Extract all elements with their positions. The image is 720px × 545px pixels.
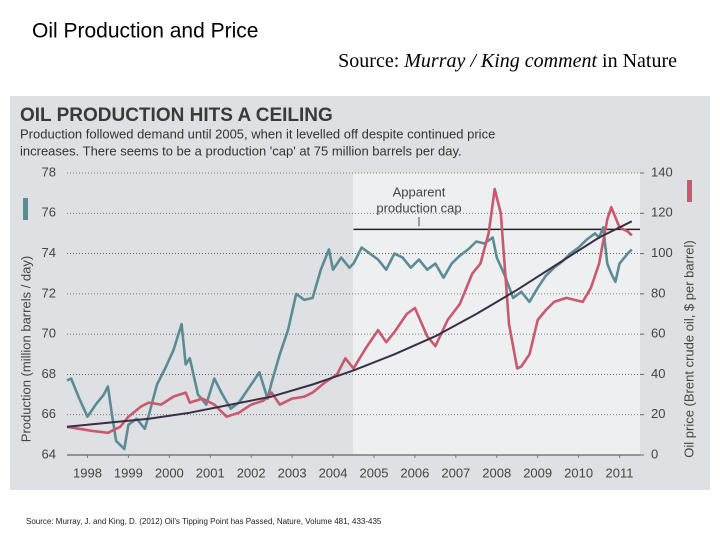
x-tick-label: 2010 <box>564 465 593 480</box>
annotation: Apparent <box>393 184 446 199</box>
x-tick-label: 2009 <box>523 465 552 480</box>
x-tick-label: 2011 <box>606 465 634 480</box>
y2-tick-label: 20 <box>651 406 665 421</box>
y-tick-label: 64 <box>42 446 56 461</box>
x-tick-label: 2000 <box>155 465 184 480</box>
y2-tick-label: 40 <box>651 366 665 381</box>
y-tick-label: 72 <box>42 285 56 300</box>
x-tick-label: 2008 <box>482 465 511 480</box>
shaded-period <box>353 173 640 455</box>
plot: 64 66 68 70 72 74 76 78 0 20 40 60 80 100 120 140 1998 19… <box>18 164 696 480</box>
source-prefix: Source: <box>338 50 404 72</box>
slide-source: Source: Murray / King comment in Nature <box>338 50 677 72</box>
y-tick-label: 74 <box>42 245 56 260</box>
y-tick-label: 68 <box>42 366 56 381</box>
y2-axis-title: Oil price (Brent crude oil, $ per barrel… <box>681 240 696 457</box>
x-tick-label: 1998 <box>73 465 102 480</box>
x-tick-label: 2006 <box>400 465 429 480</box>
series-line <box>66 187 633 435</box>
y-tick-label: 70 <box>42 326 56 341</box>
x-tick-label: 1999 <box>114 465 143 480</box>
source-suffix: in Nature <box>597 50 677 72</box>
chart-subtitle: increases. There seems to be a productio… <box>20 143 462 158</box>
x-tick-label: 2005 <box>360 465 389 480</box>
series-line <box>66 220 633 428</box>
slide-title: Oil Production and Price <box>32 20 258 43</box>
y-tick-label: 66 <box>42 406 56 421</box>
chart-subtitle: Production followed demand until 2005, w… <box>20 126 495 141</box>
y2-tick-label: 80 <box>651 285 665 300</box>
x-tick-label: 2007 <box>441 465 470 480</box>
y2-axis-key <box>687 180 692 202</box>
y-axis-key <box>23 198 28 220</box>
series-line <box>66 226 633 451</box>
y-tick-label: 76 <box>42 205 56 220</box>
y2-tick-label: 0 <box>651 446 658 461</box>
x-tick-label: 2002 <box>237 465 266 480</box>
y2-tick-label: 120 <box>651 205 673 220</box>
x-tick-label: 2001 <box>196 465 225 480</box>
y-tick-label: 78 <box>42 164 56 179</box>
y2-tick-label: 140 <box>651 164 673 179</box>
annotation: production cap <box>376 200 461 215</box>
y2-tick-label: 100 <box>651 245 673 260</box>
x-tick-label: 2003 <box>278 465 307 480</box>
source-italic: Murray / King comment <box>403 50 597 72</box>
y2-tick-label: 60 <box>651 326 665 341</box>
chart-title: OIL PRODUCTION HITS A CEILING <box>20 105 333 126</box>
footnote: Source: Murray, J. and King, D. (2012) O… <box>26 517 382 526</box>
y-axis-title: Production (million barrels / day) <box>18 256 33 442</box>
x-tick-label: 2004 <box>319 465 348 480</box>
